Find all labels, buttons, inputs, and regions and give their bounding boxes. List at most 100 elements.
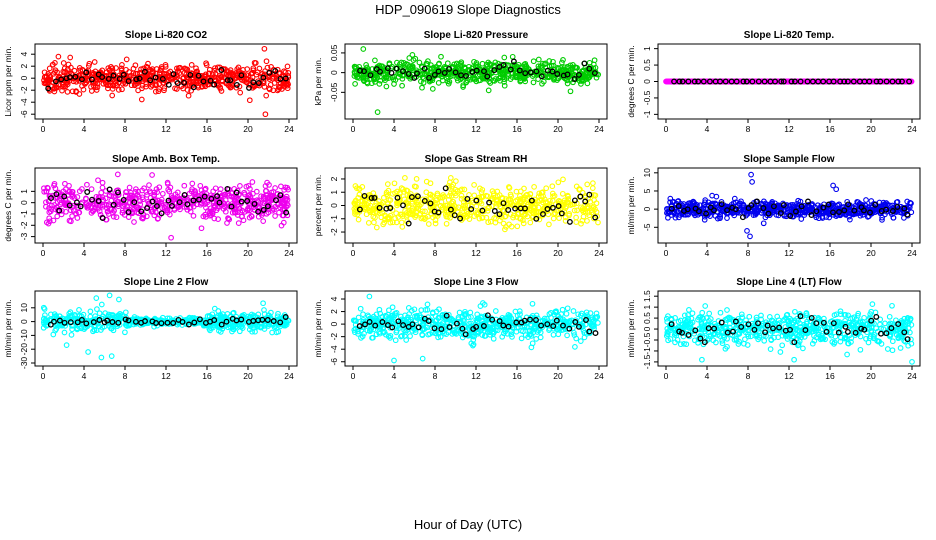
y-axis-label: ml/min per min.	[313, 299, 323, 357]
panel-title: Slope Gas Stream RH	[425, 154, 528, 165]
data-point	[155, 88, 162, 95]
y-tick-label: -2	[19, 221, 29, 229]
data-point	[211, 305, 218, 312]
data-point	[535, 56, 542, 63]
data-point	[188, 62, 195, 68]
highlight-point	[238, 72, 245, 79]
data-point	[113, 214, 120, 221]
x-tick-label: 24	[284, 371, 294, 381]
data-point	[237, 89, 244, 96]
data-point	[584, 181, 591, 188]
x-tick-label: 20	[243, 248, 253, 258]
outlier-point	[116, 296, 122, 303]
outlier-point	[85, 349, 91, 355]
data-point	[153, 82, 159, 89]
data-point	[47, 73, 54, 80]
data-point	[419, 84, 425, 91]
data-point	[74, 215, 81, 221]
data-point	[260, 218, 267, 224]
data-point	[123, 56, 130, 63]
data-point	[279, 86, 285, 92]
highlight-point	[566, 218, 573, 225]
x-tick-label: 0	[664, 124, 669, 134]
y-tick-label: 0	[329, 70, 339, 75]
panel-3: Slope Li-820 Temp.degrees C per min.0 4 8 1…	[626, 30, 921, 134]
y-tick-label: 0	[642, 206, 652, 211]
data-point	[41, 80, 48, 87]
highlight-point	[141, 68, 148, 75]
highlight-point	[125, 78, 132, 85]
data-point	[573, 214, 579, 221]
data-point	[352, 81, 358, 87]
data-point	[270, 87, 277, 94]
x-tick-label: 12	[784, 248, 794, 258]
figure-title: HDP_090619 Slope Diagnostics	[375, 2, 561, 17]
outlier-point	[747, 233, 753, 240]
data-point	[139, 85, 145, 92]
x-tick-label: 20	[866, 124, 876, 134]
highlight-point	[260, 74, 267, 81]
highlight-point	[116, 75, 123, 82]
y-tick-label: 10	[19, 303, 29, 313]
data-point	[64, 89, 71, 95]
y-axis-label: ml/min per min.	[626, 176, 636, 234]
data-point	[60, 60, 67, 66]
data-point	[214, 64, 221, 71]
data-point	[543, 185, 550, 192]
outlier-point	[93, 295, 100, 301]
panel-title: Slope Li-820 CO2	[125, 30, 208, 41]
data-point	[372, 57, 378, 64]
data-point	[106, 67, 113, 73]
x-tick-label: 0	[664, 248, 669, 258]
x-tick-label: 12	[161, 248, 171, 258]
data-point	[80, 86, 87, 93]
data-point	[98, 301, 105, 308]
highlight-point	[170, 71, 177, 78]
highlight-points	[45, 67, 289, 92]
data-point	[123, 66, 129, 73]
highlight-point	[246, 84, 252, 91]
x-tick-label: 0	[41, 371, 46, 381]
data-point	[427, 69, 434, 76]
data-point	[88, 186, 95, 192]
y-axis-label: degrees C per min.	[626, 45, 636, 117]
series-points	[41, 45, 292, 118]
data-point	[157, 67, 164, 74]
data-point	[357, 305, 364, 312]
x-tick-label: 24	[907, 248, 917, 258]
data-point	[202, 83, 209, 90]
data-point	[132, 70, 139, 77]
highlight-point	[63, 75, 70, 82]
highlight-point	[491, 208, 498, 214]
data-point	[514, 223, 521, 230]
x-tick-label: 0	[41, 124, 46, 134]
data-point	[162, 62, 169, 68]
data-point	[590, 180, 596, 186]
data-point	[190, 213, 197, 219]
data-point	[211, 67, 218, 74]
x-tick-label: 4	[705, 248, 710, 258]
data-point	[190, 72, 197, 79]
data-point	[458, 195, 465, 202]
y-tick-label: 1	[329, 190, 339, 195]
series-points	[40, 292, 292, 361]
highlight-point	[72, 73, 79, 80]
data-point	[589, 185, 596, 191]
x-tick-label: 4	[82, 248, 87, 258]
data-point	[63, 69, 70, 76]
data-point	[67, 54, 74, 61]
data-point	[473, 203, 480, 210]
data-point	[193, 65, 199, 72]
x-tick-label: 8	[123, 124, 128, 134]
highlight-point	[120, 71, 127, 78]
x-tick-label: 4	[392, 248, 397, 258]
data-point	[44, 81, 51, 88]
x-tick-label: 4	[705, 124, 710, 134]
data-point	[54, 213, 61, 220]
data-point	[380, 194, 387, 201]
data-point	[128, 82, 135, 89]
y-tick-label: 1	[19, 189, 29, 194]
data-point	[492, 308, 499, 314]
data-point	[263, 58, 270, 65]
data-point	[391, 180, 398, 187]
